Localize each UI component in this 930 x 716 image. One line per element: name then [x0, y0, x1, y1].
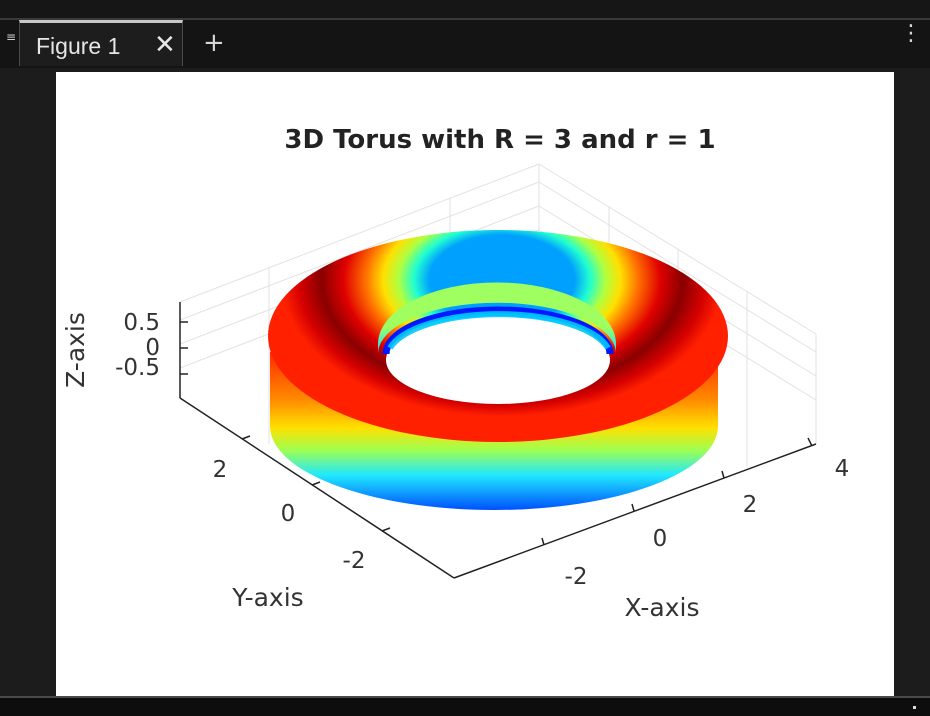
figure-canvas: 3D Torus with R = 3 and r = 1 0.5 0 -0.5… [56, 72, 894, 696]
tab-figure-1[interactable]: Figure 1 ✕ [19, 20, 183, 66]
close-icon[interactable]: ✕ [154, 30, 176, 60]
plus-icon[interactable]: + [203, 28, 225, 58]
x-tick-label: -2 [565, 564, 588, 590]
y-axis-label: Y-axis [231, 583, 303, 612]
z-tick-label: -0.5 [115, 355, 160, 381]
status-dot-icon [913, 706, 916, 709]
z-axis-label: Z-axis [61, 312, 90, 388]
z-tick-label: 0 [145, 335, 160, 361]
torus-surface [268, 230, 728, 510]
grip-icon[interactable]: ≡ [6, 30, 17, 44]
axes [179, 302, 817, 579]
x-tick-label: 2 [743, 492, 758, 518]
status-bar [0, 696, 930, 716]
chart-title: 3D Torus with R = 3 and r = 1 [284, 125, 715, 155]
x-tick-label: 4 [835, 456, 850, 482]
title-bar [0, 0, 930, 20]
y-tick-label: 2 [213, 457, 228, 483]
tab-strip: ≡ Figure 1 ✕ + ⋮ [0, 20, 930, 69]
y-tick-label: 0 [281, 501, 296, 527]
y-tick-label: -2 [343, 548, 366, 574]
tab-label: Figure 1 [36, 33, 121, 59]
z-tick-label: 0.5 [123, 310, 160, 336]
x-axis-label: X-axis [625, 593, 700, 622]
more-vertical-icon[interactable]: ⋮ [900, 21, 922, 46]
x-tick-label: 0 [653, 526, 668, 552]
torus-plot: 3D Torus with R = 3 and r = 1 0.5 0 -0.5… [61, 125, 850, 622]
